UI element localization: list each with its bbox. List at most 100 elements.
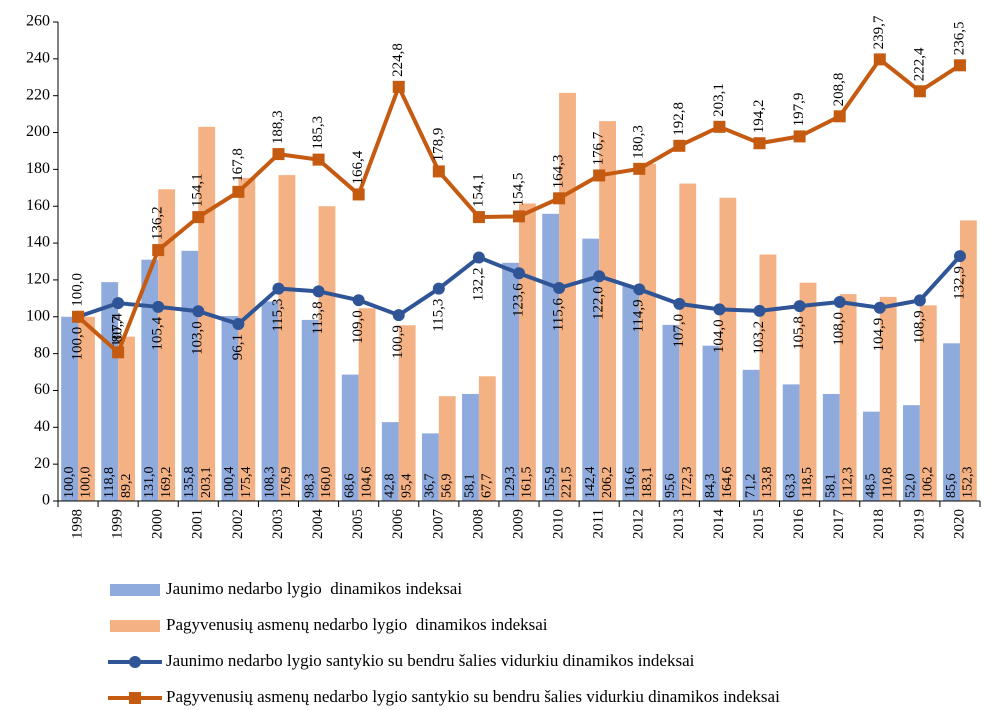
bar-value-label: 175,4: [239, 467, 254, 499]
line-value-label: 100,0: [69, 273, 85, 307]
marker: [272, 282, 285, 295]
line-value-label: 100,9: [390, 325, 406, 359]
marker: [432, 165, 445, 178]
line-value-label: 122,0: [591, 286, 607, 320]
bar-value-label: 42,8: [383, 474, 398, 499]
line-value-label: 176,7: [591, 131, 607, 165]
bar-value-label: 71,2: [743, 474, 758, 499]
bar: [141, 259, 159, 501]
marker: [633, 283, 646, 296]
bar-value-label: 85,6: [944, 474, 959, 499]
line-value-label: 113,8: [310, 301, 326, 334]
bar-value-label: 133,8: [760, 467, 775, 499]
x-tick-label: 2007: [430, 509, 446, 540]
bar: [462, 393, 479, 501]
bar-value-label: 161,5: [520, 467, 535, 499]
bar-value-label: 95,6: [663, 474, 678, 499]
y-tick-label: 0: [42, 492, 50, 509]
line-value-label: 208,8: [831, 73, 847, 107]
line-value-label: 104,0: [711, 319, 727, 353]
marker: [192, 211, 205, 224]
line-value-label: 224,8: [390, 43, 406, 77]
y-tick-label: 120: [26, 271, 50, 288]
x-tick-label: 2009: [510, 509, 526, 539]
line-value-label: 123,6: [510, 283, 526, 317]
line-value-label: 185,3: [310, 116, 326, 150]
marker: [953, 250, 966, 263]
marker: [553, 282, 566, 295]
bar-value-label: 100,0: [79, 467, 94, 499]
bar-value-label: 203,1: [199, 467, 214, 499]
bar-value-label: 131,0: [142, 467, 157, 499]
marker: [392, 80, 405, 93]
marker: [553, 192, 566, 205]
marker: [753, 137, 766, 150]
marker: [713, 303, 726, 316]
y-tick-label: 60: [34, 381, 50, 398]
line-value-label: 108,9: [911, 310, 927, 344]
marker: [753, 304, 766, 317]
bar: [101, 282, 119, 501]
bar-value-label: 206,2: [600, 467, 615, 499]
bar: [559, 92, 576, 502]
bar: [862, 411, 880, 501]
bar-value-label: 160,0: [319, 467, 334, 499]
marker: [833, 296, 846, 309]
line-value-label: 109,0: [350, 310, 366, 344]
x-tick-label: 2019: [911, 509, 927, 539]
x-tick-label: 2013: [671, 509, 687, 539]
marker: [593, 270, 606, 283]
y-tick-label: 260: [26, 13, 50, 30]
legend-swatch: [110, 584, 160, 596]
line-value-label: 197,9: [791, 93, 807, 127]
line-value-label: 132,9: [951, 266, 967, 300]
x-tick-label: 2008: [470, 509, 486, 539]
marker: [232, 185, 245, 198]
line-value-label: 105,8: [791, 316, 807, 350]
marker: [833, 110, 846, 123]
marker: [673, 297, 686, 310]
x-tick-label: 2018: [871, 509, 887, 539]
bar: [421, 433, 439, 501]
line-value-label: 108,0: [831, 312, 847, 346]
line-value-label: 178,9: [430, 128, 446, 162]
y-tick-label: 180: [26, 160, 50, 177]
line-value-label: 203,1: [711, 83, 727, 117]
bar: [679, 183, 697, 502]
bar: [61, 316, 79, 501]
line-value-label: 103,0: [190, 321, 206, 355]
line-value-label: 154,1: [190, 173, 206, 207]
bar-value-label: 169,2: [159, 467, 174, 499]
bar: [261, 301, 279, 501]
y-tick-label: 240: [26, 50, 50, 67]
bar: [919, 305, 937, 501]
bar: [478, 376, 496, 501]
marker: [272, 148, 285, 161]
bar: [278, 175, 296, 501]
line-value-label: 132,2: [470, 267, 486, 301]
line-value-label: 166,4: [350, 150, 366, 184]
bar: [782, 384, 800, 501]
bar-value-label: 152,3: [961, 467, 976, 499]
bar: [799, 282, 817, 501]
marker: [713, 120, 726, 133]
bar: [221, 316, 239, 501]
marker: [793, 130, 806, 143]
x-tick-label: 2010: [551, 509, 567, 539]
x-tick-label: 2014: [711, 509, 727, 540]
bar-value-label: 108,3: [262, 467, 277, 499]
marker: [953, 59, 966, 72]
line-value-label: 164,3: [551, 155, 567, 189]
x-tick-label: 2004: [310, 509, 326, 540]
y-tick-label: 160: [26, 197, 50, 214]
bar-value-label: 110,8: [880, 467, 895, 498]
bar: [839, 294, 857, 501]
legend-label: Pagyvenusių asmenų nedarbo lygio dinamik…: [166, 615, 548, 634]
bar: [879, 296, 897, 501]
bar: [78, 316, 95, 501]
bar: [822, 393, 840, 501]
bar: [599, 121, 617, 502]
x-tick-label: 2017: [831, 509, 847, 540]
marker: [112, 346, 125, 359]
